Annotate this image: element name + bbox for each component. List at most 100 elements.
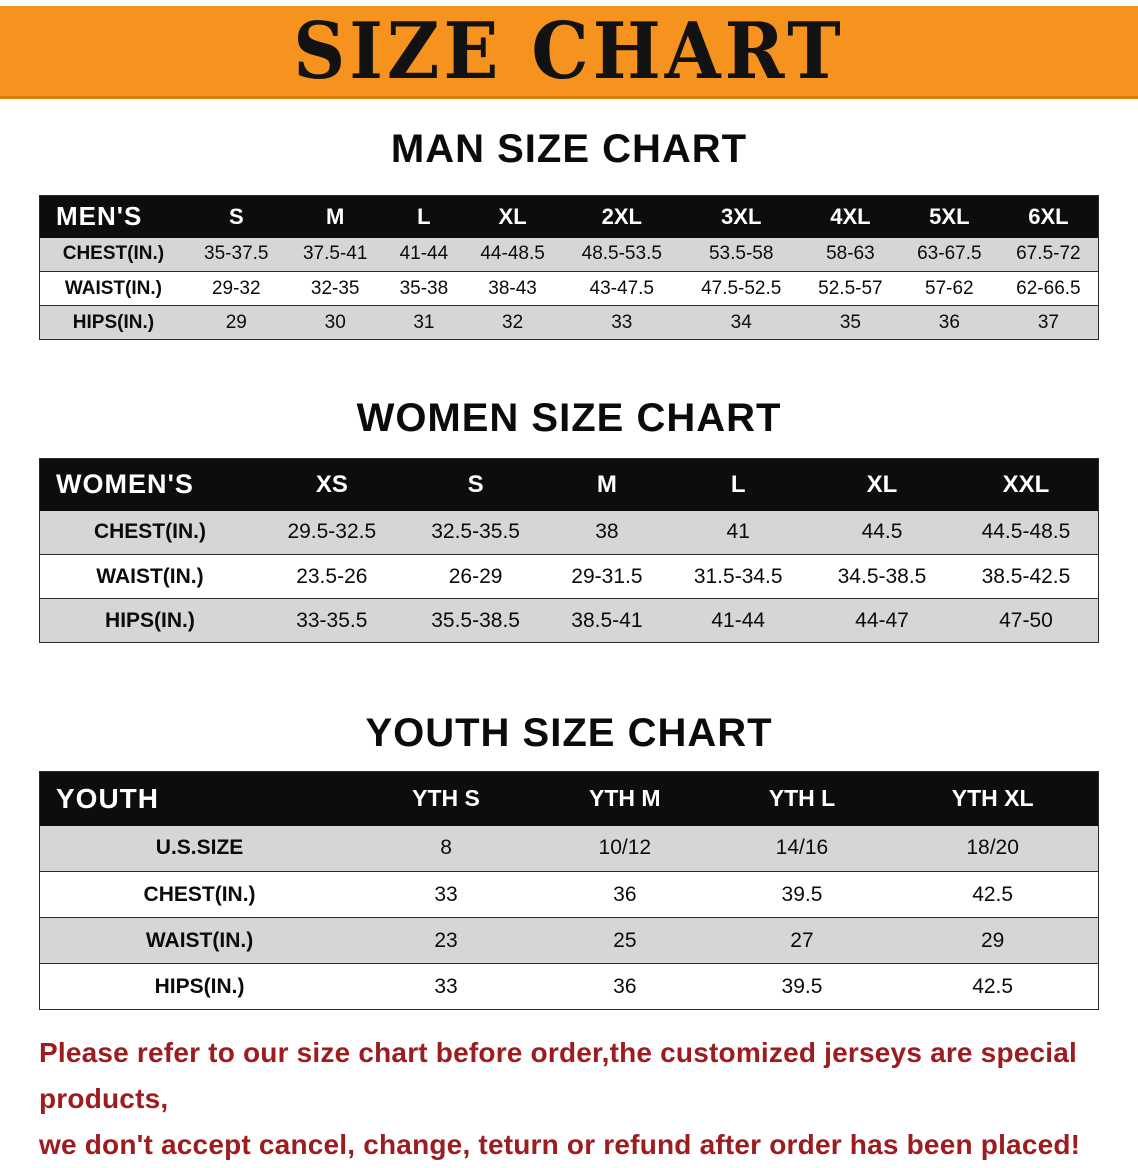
men-header-size: L <box>384 195 464 238</box>
cell: 44.5 <box>861 520 903 544</box>
youth-table-body: U.S.SIZE 8 10/12 14/16 18/20 CHEST(IN.) … <box>39 825 1099 1010</box>
cell: 31 <box>413 311 435 333</box>
cell: 67.5-72 <box>1016 243 1081 265</box>
cell: 38-43 <box>488 277 537 299</box>
men-header-size: XL <box>463 195 563 238</box>
cell: 8 <box>440 836 452 860</box>
women-header-corner: WOMEN'S <box>39 458 260 511</box>
women-table-header: WOMEN'S XS S M L XL XXL <box>39 458 1099 511</box>
banner-title: SIZE CHART <box>293 4 845 97</box>
women-header-size: XL <box>810 458 954 511</box>
cell: 38 <box>595 520 619 544</box>
cell: 26-29 <box>448 564 503 588</box>
cell: 52.5-57 <box>818 277 883 299</box>
women-header-size: L <box>666 458 811 511</box>
men-row-chest: CHEST(IN.) 35-37.5 37.5-41 41-44 44-48.5… <box>39 237 1099 272</box>
row-label: HIPS(IN.) <box>154 974 245 998</box>
cell: 36 <box>613 882 637 906</box>
cell: 33 <box>434 974 458 998</box>
cell: 33 <box>611 311 633 333</box>
youth-row-hips: HIPS(IN.) 33 36 39.5 42.5 <box>39 963 1099 1010</box>
row-label: U.S.SIZE <box>155 836 244 860</box>
men-header-size: 2XL <box>562 195 682 238</box>
cell: 35.5-38.5 <box>431 608 520 632</box>
row-label: WAIST(IN.) <box>96 564 204 588</box>
cell: 63-67.5 <box>917 243 982 265</box>
footer-note-line2: we don't accept cancel, change, teturn o… <box>39 1129 1081 1160</box>
cell: 29 <box>980 928 1005 952</box>
banner: SIZE CHART <box>0 6 1138 99</box>
cell: 53.5-58 <box>708 243 774 265</box>
women-row-waist: WAIST(IN.) 23.5-26 26-29 29-31.5 31.5-34… <box>39 554 1099 599</box>
cell: 10/12 <box>598 836 652 860</box>
cell: 27 <box>790 928 814 952</box>
youth-header-size: YTH M <box>532 771 717 826</box>
men-header-size: S <box>186 195 286 238</box>
cell: 38.5-42.5 <box>981 564 1071 588</box>
cell: 23 <box>434 928 458 952</box>
men-header-size: 3XL <box>681 195 801 238</box>
cell: 34.5-38.5 <box>837 564 927 588</box>
cell: 47.5-52.5 <box>701 277 782 299</box>
footer-note-line1: Please refer to our size chart before or… <box>39 1037 1078 1114</box>
row-label: HIPS(IN.) <box>72 311 155 333</box>
men-size-table: MEN'S S M L XL 2XL 3XL 4XL 5XL 6XL CHEST… <box>39 195 1099 340</box>
women-row-hips: HIPS(IN.) 33-35.5 35.5-38.5 38.5-41 41-4… <box>39 598 1099 643</box>
cell: 18/20 <box>966 836 1019 860</box>
men-table-body: CHEST(IN.) 35-37.5 37.5-41 41-44 44-48.5… <box>39 237 1099 340</box>
cell: 42.5 <box>972 882 1014 906</box>
women-header-size: XXL <box>953 458 1099 511</box>
cell: 23.5-26 <box>296 564 368 588</box>
men-header-size: 5XL <box>899 195 999 238</box>
cell: 44-48.5 <box>480 243 545 265</box>
footer-note: Please refer to our size chart before or… <box>39 1030 1109 1168</box>
cell: 33 <box>434 882 458 906</box>
cell: 41-44 <box>399 243 449 265</box>
women-section-title: WOMEN SIZE CHART <box>356 396 782 440</box>
women-header-size: XS <box>259 458 404 511</box>
row-label: CHEST(IN.) <box>62 243 165 265</box>
cell: 48.5-53.5 <box>581 243 662 265</box>
women-row-chest: CHEST(IN.) 29.5-32.5 32.5-35.5 38 41 44.… <box>39 510 1099 555</box>
men-row-hips: HIPS(IN.) 29 30 31 32 33 34 35 36 37 <box>39 305 1099 340</box>
youth-header-size: YTH L <box>716 771 888 826</box>
youth-header-size: YTH XL <box>887 771 1099 826</box>
cell: 44.5-48.5 <box>981 520 1071 544</box>
youth-header-row: YOUTH YTH S YTH M YTH L YTH XL <box>39 771 1099 826</box>
youth-table-header: YOUTH YTH S YTH M YTH L YTH XL <box>39 771 1099 826</box>
cell: 30 <box>324 311 346 333</box>
men-table-header: MEN'S S M L XL 2XL 3XL 4XL 5XL 6XL <box>39 195 1099 238</box>
youth-header-size: YTH S <box>359 771 533 826</box>
cell: 29-31.5 <box>571 564 643 588</box>
cell: 36 <box>938 311 960 333</box>
cell: 57-62 <box>925 277 974 299</box>
cell: 35-38 <box>399 277 449 299</box>
cell: 39.5 <box>781 882 823 906</box>
cell: 35-37.5 <box>204 243 269 265</box>
cell: 38.5-41 <box>571 608 643 632</box>
cell: 29-32 <box>211 277 261 299</box>
cell: 31.5-34.5 <box>693 564 783 588</box>
youth-row-waist: WAIST(IN.) 23 25 27 29 <box>39 917 1099 964</box>
row-label: WAIST(IN.) <box>64 277 162 299</box>
men-header-size: 4XL <box>800 195 900 238</box>
cell: 41 <box>726 520 750 544</box>
row-label: CHEST(IN.) <box>93 520 206 544</box>
women-header-row: WOMEN'S XS S M L XL XXL <box>39 458 1099 511</box>
women-size-table: WOMEN'S XS S M L XL XXL CHEST(IN.) 29.5-… <box>39 458 1099 643</box>
cell: 14/16 <box>775 836 829 860</box>
youth-size-table: YOUTH YTH S YTH M YTH L YTH XL U.S.SIZE … <box>39 771 1099 1010</box>
cell: 62-66.5 <box>1016 277 1081 299</box>
cell: 32 <box>502 311 524 333</box>
cell: 43-47.5 <box>589 277 654 299</box>
men-header-corner: MEN'S <box>39 195 187 238</box>
cell: 44-47 <box>855 608 909 632</box>
men-header-size: 6XL <box>998 195 1099 238</box>
youth-row-chest: CHEST(IN.) 33 36 39.5 42.5 <box>39 871 1099 918</box>
cell: 47-50 <box>999 608 1053 632</box>
youth-header-corner: YOUTH <box>39 771 360 826</box>
cell: 36 <box>613 974 637 998</box>
man-section-title: MAN SIZE CHART <box>390 127 748 171</box>
cell: 35 <box>839 311 861 333</box>
cell: 25 <box>613 928 637 952</box>
